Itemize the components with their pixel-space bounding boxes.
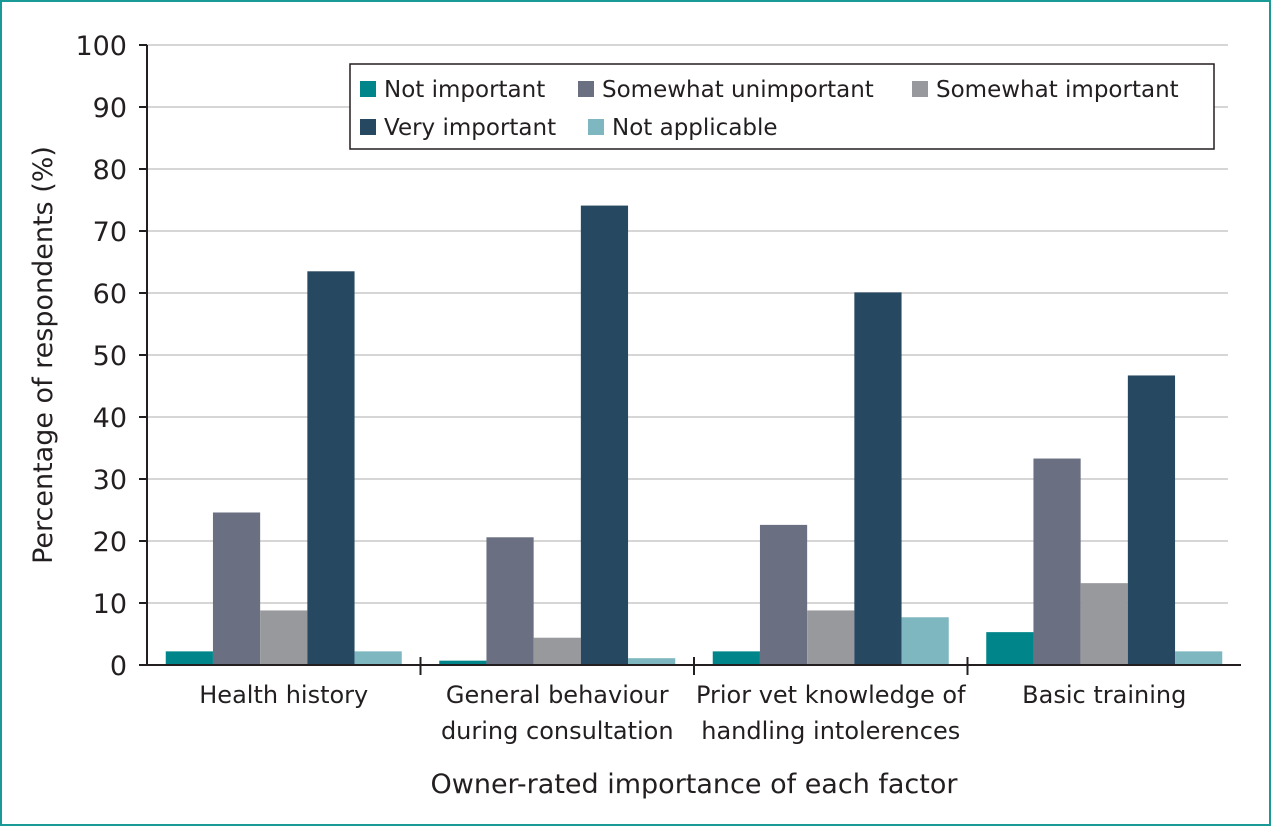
bar: [1080, 583, 1128, 665]
legend-swatch: [360, 81, 376, 97]
legend: Not important Somewhat unimportant Somewha…: [349, 63, 1215, 150]
y-tick-label: 10: [93, 589, 127, 620]
bar: [1175, 651, 1223, 665]
bar: [901, 617, 949, 665]
bar: [712, 651, 760, 665]
legend-swatch: [912, 81, 928, 97]
y-tick-label: 80: [93, 155, 127, 186]
y-tick-label: 70: [93, 217, 127, 248]
legend-label: Somewhat important: [936, 77, 1179, 103]
legend-label: Not applicable: [612, 115, 778, 141]
bar: [807, 610, 855, 665]
y-axis-title: Percentage of respondents (%): [28, 146, 59, 564]
y-tick-label: 30: [93, 465, 127, 496]
y-tick-label: 0: [110, 651, 127, 682]
bar: [759, 524, 808, 665]
y-tick-label: 20: [93, 527, 127, 558]
x-category-label: Basic training: [1022, 681, 1186, 709]
bar: [260, 610, 308, 665]
y-tick-label: 60: [93, 279, 127, 310]
legend-swatch: [360, 119, 376, 135]
bar: [1033, 458, 1081, 665]
bars: [165, 205, 1223, 665]
bar: [1127, 375, 1176, 665]
bar: [854, 292, 902, 665]
x-axis-title: Owner-rated importance of each factor: [431, 769, 959, 800]
x-category-labels: Health history General behaviour during co…: [199, 681, 1186, 745]
bar: [354, 651, 402, 665]
bar: [628, 658, 676, 665]
y-tick-label: 100: [75, 31, 127, 62]
legend-swatch: [588, 119, 604, 135]
bar: [307, 271, 355, 665]
legend-label: Not important: [384, 77, 545, 103]
bar: [165, 651, 213, 665]
legend-box: [349, 63, 1215, 150]
axes: [139, 44, 1241, 675]
bar: [580, 205, 629, 665]
legend-label: Very important: [384, 115, 556, 141]
x-category-label: Health history: [199, 681, 368, 709]
bar: [439, 660, 487, 665]
x-category-label: General behaviour: [446, 681, 669, 709]
y-tick-labels: 0 10 20 30 40 50 60 70 80 90 100: [75, 31, 127, 682]
y-tick-label: 50: [93, 341, 127, 372]
y-tick-label: 90: [93, 93, 127, 124]
x-category-label: Prior vet knowledge of: [696, 681, 966, 709]
bar: [212, 512, 261, 665]
y-tick-label: 40: [93, 403, 127, 434]
x-category-label: during consultation: [441, 717, 674, 745]
bar: [486, 537, 534, 665]
x-category-label: handling intolerences: [701, 717, 960, 745]
legend-swatch: [578, 81, 594, 97]
bar: [986, 632, 1034, 665]
legend-label: Somewhat unimportant: [602, 77, 874, 103]
bar: [533, 637, 581, 665]
